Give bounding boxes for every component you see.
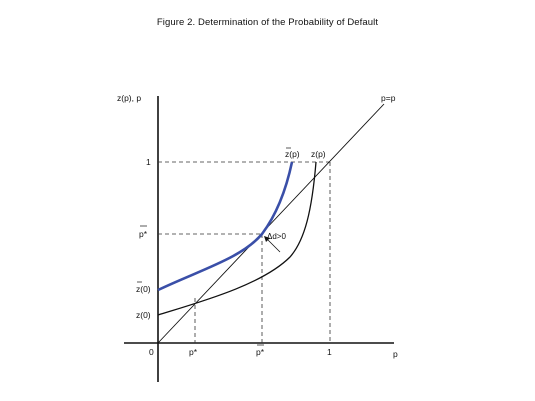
x-tick-pstar-bar: p* — [256, 347, 265, 357]
delta-label: Δd>0 — [267, 232, 286, 241]
z-curve-label: z(p) — [311, 149, 326, 159]
diagonal-line — [157, 103, 385, 344]
x-tick-pstar: p* — [189, 347, 198, 357]
delta-arrowhead — [264, 236, 270, 242]
y-tick-z-zero: z(0) — [136, 310, 151, 320]
y-tick-one: 1 — [146, 157, 151, 167]
y-tick-z-bar-zero: z(0) — [136, 284, 151, 294]
x-tick-one: 1 — [327, 347, 332, 357]
z-curve — [157, 161, 317, 316]
origin-label: 0 — [149, 347, 154, 357]
y-tick-pstar-bar: p* — [139, 229, 148, 239]
x-axis-label: p — [393, 349, 398, 359]
y-axis-label: z(p), p — [117, 93, 141, 103]
guide-lines — [158, 161, 331, 343]
figure-title: Figure 2. Determination of the Probabili… — [156, 17, 379, 28]
z-bar-curve — [157, 161, 294, 292]
delta-arrow — [265, 237, 281, 253]
diagonal-label: p=p — [381, 93, 396, 103]
z-bar-curve-label: z(p) — [285, 149, 300, 159]
